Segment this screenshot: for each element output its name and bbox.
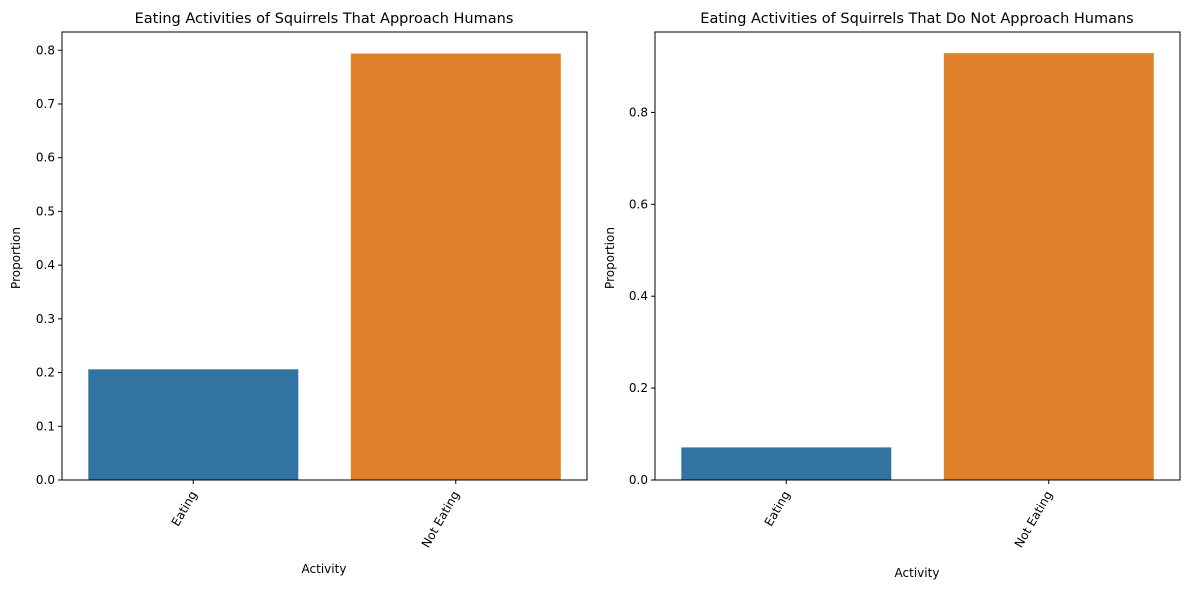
y-tick-label: 0.4 xyxy=(629,289,648,303)
y-tick-label: 0.0 xyxy=(629,473,648,487)
y-tick-label: 0.5 xyxy=(36,204,55,218)
chart-panel-approach: Eating Activities of Squirrels That Appr… xyxy=(9,11,588,576)
y-axis-label: Proportion xyxy=(603,227,617,289)
plot-frame xyxy=(61,31,588,481)
y-tick-label: 0.6 xyxy=(36,151,55,165)
bar-eating xyxy=(681,447,892,480)
x-axis-label: Activity xyxy=(302,562,347,576)
y-tick-label: 0.7 xyxy=(36,97,55,111)
chart-panel-no-approach: Eating Activities of Squirrels That Do N… xyxy=(603,11,1181,580)
y-tick-label: 0.2 xyxy=(36,366,55,380)
x-tick-label: Not Eating xyxy=(1012,489,1056,551)
y-tick-label: 0.8 xyxy=(36,43,55,57)
y-axis-label: Proportion xyxy=(9,227,23,289)
plot-frame xyxy=(654,31,1181,481)
y-tick-label: 0.0 xyxy=(36,473,55,487)
x-tick-label: Not Eating xyxy=(419,489,463,551)
bar-eating xyxy=(88,369,299,480)
y-tick-label: 0.3 xyxy=(36,312,55,326)
bar-not-eating xyxy=(350,53,561,480)
x-axis-label: Activity xyxy=(895,566,940,580)
y-tick-label: 0.6 xyxy=(629,197,648,211)
y-tick-label: 0.1 xyxy=(36,419,55,433)
y-tick-label: 0.8 xyxy=(629,105,648,119)
x-tick-label: Eating xyxy=(762,489,793,529)
x-tick-label: Eating xyxy=(169,489,200,529)
bar-not-eating xyxy=(943,53,1154,480)
chart-title: Eating Activities of Squirrels That Do N… xyxy=(700,11,1133,27)
y-tick-label: 0.4 xyxy=(36,258,55,272)
chart-title: Eating Activities of Squirrels That Appr… xyxy=(135,11,514,27)
y-tick-label: 0.2 xyxy=(629,381,648,395)
